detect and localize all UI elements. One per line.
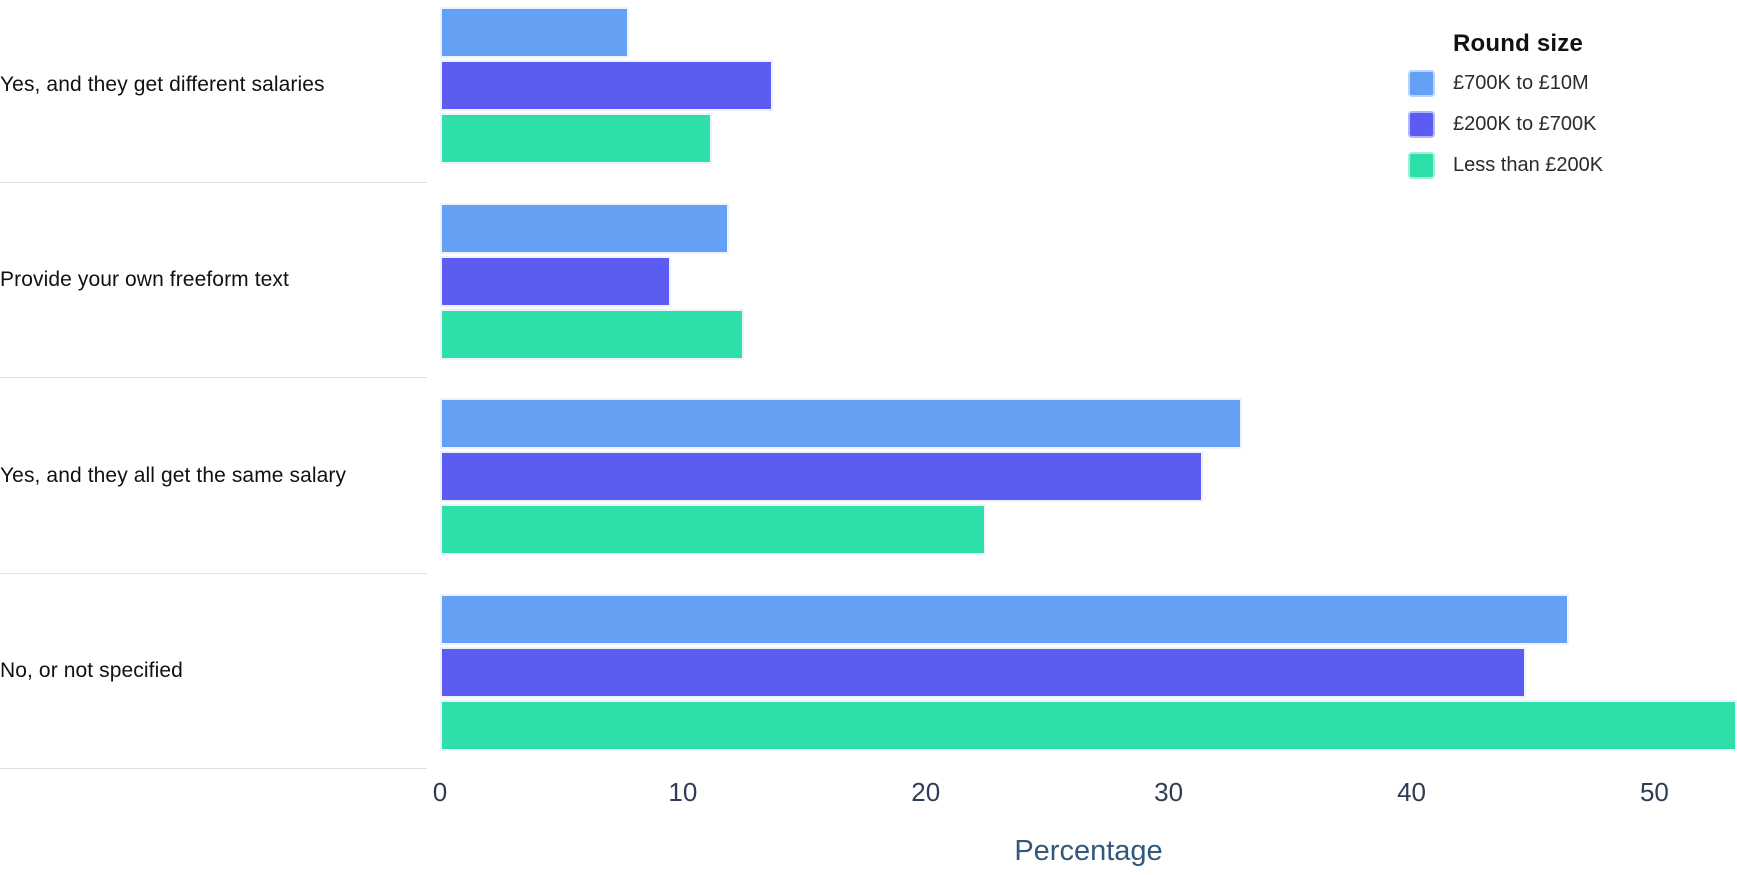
bar-group [440,0,1737,183]
bar--200k-to-700k[interactable] [440,646,1526,698]
bar-group [440,378,1737,574]
legend-item[interactable]: £200K to £700K [1408,111,1603,138]
legend-swatch-icon [1408,70,1435,97]
row-separator [0,181,427,183]
legend-label: £700K to £10M [1453,72,1589,94]
x-tick: 10 [668,777,698,807]
legend-items: £700K to £10M £200K to £700K Less than £20… [1408,70,1603,179]
legend-swatch-icon [1408,152,1435,179]
bar-less-than-200k[interactable] [440,504,987,555]
bar--200k-to-700k[interactable] [440,255,671,307]
row-separator [0,572,427,574]
category-row: Yes, and they all get the same salary [0,378,1737,574]
legend-item[interactable]: Less than £200K [1408,152,1603,179]
category-row: Provide your own freeform text [0,183,1737,379]
row-separator [0,768,427,769]
x-axis-title: Percentage [1014,835,1163,867]
bar--200k-to-700k[interactable] [440,451,1203,502]
bar-group [440,574,1737,770]
legend-label: Less than £200K [1453,154,1604,176]
legend: Round size £700K to £10M £200K to £700K Le… [1408,30,1603,193]
bar--700k-to-10m[interactable] [440,7,630,58]
x-axis: 0 10 20 30 40 50 Percentage [433,769,1737,875]
bar-less-than-200k[interactable] [440,308,744,360]
category-row: Yes, and they get different salaries [0,0,1737,183]
bar--200k-to-700k[interactable] [440,60,773,111]
x-tick: 40 [1397,777,1426,807]
bar-less-than-200k[interactable] [440,113,713,164]
category-label: Yes, and they all get the same salary [0,463,347,487]
x-tick: 20 [911,777,941,807]
category-row: No, or not specified [0,574,1737,770]
x-tick: 50 [1639,777,1669,807]
x-tick: 0 [432,777,448,807]
legend-item[interactable]: £700K to £10M [1408,70,1603,97]
bar--700k-to-10m[interactable] [440,398,1242,449]
category-label: Provide your own freeform text [0,268,289,292]
x-axis-ticks: 0 10 20 30 40 50 [433,769,1737,809]
category-label: Yes, and they get different salaries [0,72,325,96]
legend-title: Round size [1453,30,1584,57]
category-rows: Yes, and they get different salaries Prov… [0,0,1737,770]
bar-less-than-200k[interactable] [440,699,1737,751]
bar--700k-to-10m[interactable] [440,202,730,254]
bar-group [440,183,1737,379]
legend-label: £200K to £700K [1453,113,1597,135]
legend-swatch-icon [1408,111,1435,138]
bar--700k-to-10m[interactable] [440,593,1570,645]
x-tick: 30 [1154,777,1184,807]
row-separator [0,377,427,378]
category-label: No, or not specified [0,659,183,683]
